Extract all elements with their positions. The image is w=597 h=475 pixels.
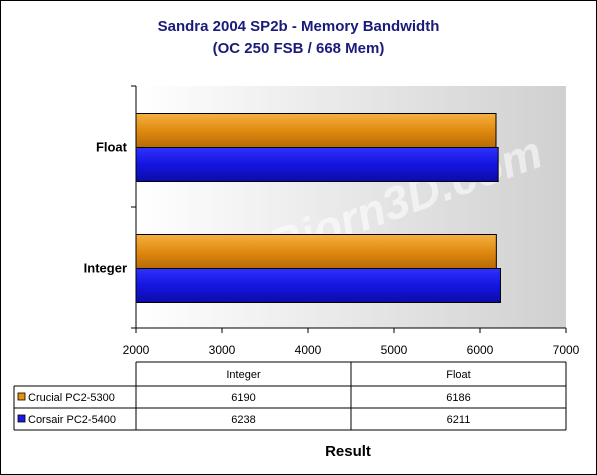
x-tick-label: 3000: [209, 343, 236, 357]
legend-label: Crucial PC2-5300: [28, 392, 115, 404]
table-cell: 6190: [231, 392, 255, 404]
chart-title: Sandra 2004 SP2b - Memory Bandwidth: [157, 18, 440, 35]
bar-integer-1: [135, 268, 501, 303]
x-tick-label: 5000: [381, 343, 408, 357]
x-tick-label: 4000: [295, 343, 322, 357]
legend-swatch: [17, 392, 26, 401]
table-header: Integer: [226, 369, 261, 381]
chart-subtitle: (OC 250 FSB / 668 Mem): [212, 40, 385, 57]
x-tick-label: 7000: [553, 343, 580, 357]
category-label-float: Float: [96, 140, 128, 155]
table-cell: 6238: [231, 414, 255, 426]
x-axis-label: Result: [325, 443, 371, 460]
table-cell: 6186: [446, 392, 470, 404]
x-tick-label: 6000: [467, 343, 494, 357]
bar-float-1: [135, 147, 499, 182]
bar-integer-0: [135, 234, 497, 269]
table-header: Float: [446, 369, 470, 381]
x-tick-label: 2000: [123, 343, 150, 357]
table-cell: 6211: [447, 414, 471, 426]
legend-label: Corsair PC2-5400: [28, 414, 116, 426]
bar-float-0: [135, 113, 497, 148]
legend-swatch: [17, 414, 26, 423]
category-label-integer: Integer: [84, 261, 127, 276]
